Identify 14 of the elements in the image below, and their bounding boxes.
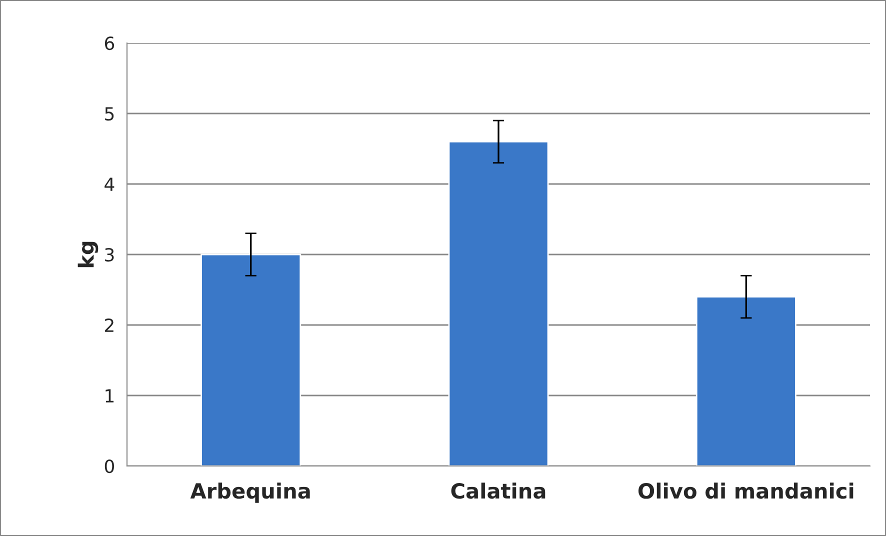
y-tick-label: 0 [104,459,114,474]
x-tick-label: Calatina [451,482,546,499]
y-tick-label: 2 [105,318,114,332]
y-axis-title: kg [78,242,98,268]
y-tick-label: 4 [104,178,114,191]
y-tick-label: 5 [105,107,114,121]
x-tick-label: Olivo di mandanici [638,482,854,499]
bar [448,141,549,466]
y-tick-label: 3 [105,248,114,262]
bar [200,254,302,466]
bar [696,296,796,466]
y-tick-label: 6 [104,36,114,50]
y-tick-label: 1 [106,389,114,402]
x-tick-label: Arbequina [190,482,310,503]
